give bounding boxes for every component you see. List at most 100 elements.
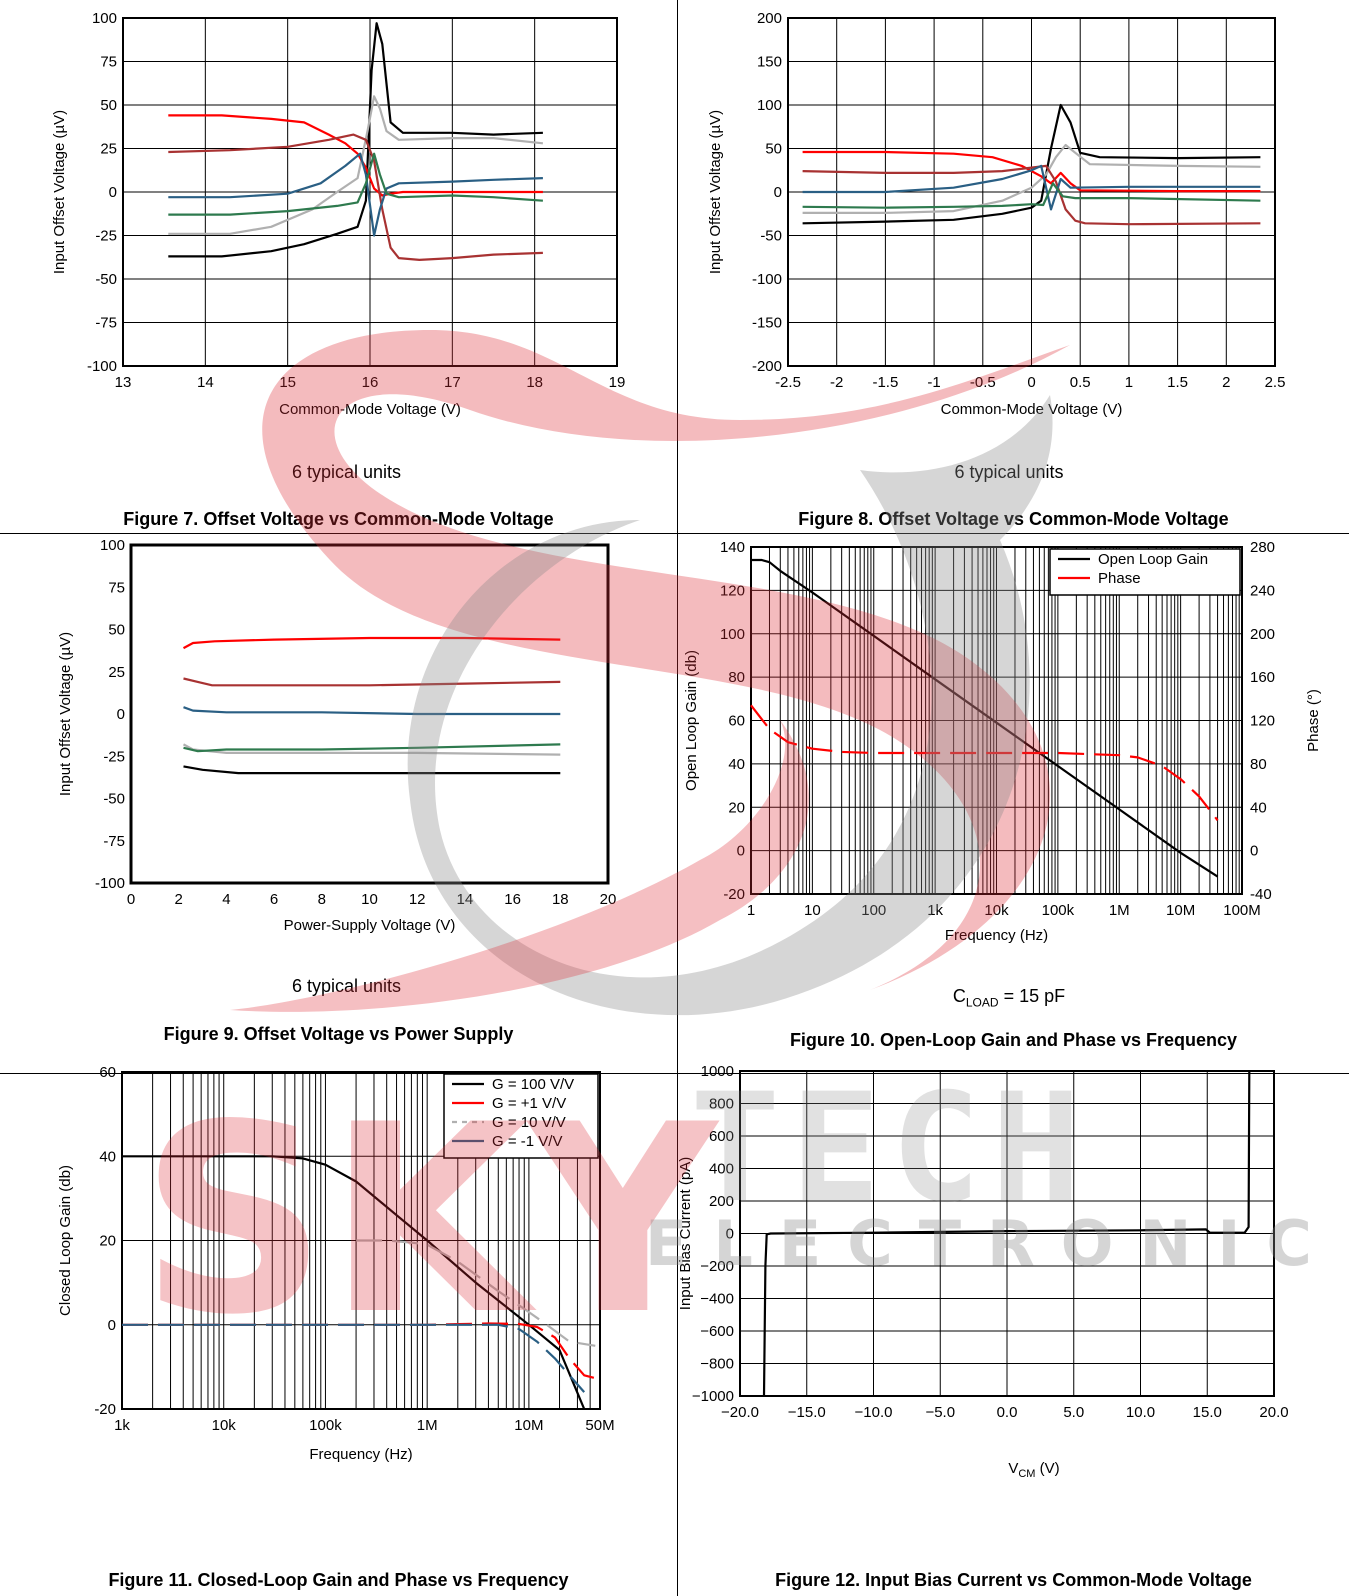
fig9-xtick-label: 18 [552,891,569,908]
fig9-xtick-label: 20 [600,891,617,908]
figure-12-xlabel-suffix: (V) [1035,1460,1060,1477]
fig10-xtick-label: 1 [747,902,755,919]
fig9-xtick-label: 14 [457,891,474,908]
fig8-ytick-label: 0 [774,184,782,201]
fig9-ytick-label: -50 [103,791,125,808]
fig10-ytick-label: 0 [737,843,745,860]
figure-9-note: 6 typical units [291,976,402,996]
figure-10-caption: Figure 10. Open-Loop Gain and Phase vs F… [789,1030,1238,1050]
figure-8-note: 6 typical units [954,462,1064,482]
fig9-series-4 [183,743,561,753]
fig9-ytick-label: 25 [108,664,125,681]
figure-10-note-sub: LOAD [965,995,999,1010]
fig10-legend-label: Open Loop Gain [1098,551,1208,568]
fig11-series-2 [122,1322,601,1381]
figure-7-panel: 13 14 15 16 17 18 19 -100 -75 -50 -25 0 25 50 75 100 Com… [0,0,677,533]
figure-11-panel: 1k 10k 100k 1M 10M 50M -20 0 20 40 60 Frequency (Hz… [0,1064,677,1596]
fig7-ytick-label: 50 [100,97,117,114]
fig10-xtick-label: 100M [1223,902,1261,919]
fig10-series-1 [750,704,1219,821]
figure-12-xlabel-prefix: V [1008,1460,1019,1477]
fig12-plot-frame [739,1070,1275,1397]
fig12-xtick-label: −20.0 [721,1404,759,1421]
fig11-series-1 [356,1239,596,1347]
fig10-y2tick-label: 200 [1250,626,1275,643]
fig8-plot-frame [787,17,1276,367]
fig12-plot-group: −20.0 −15.0 −10.0 −5.0 0.0 5.0 10.0 15.0 20.0 −10… [677,1063,1289,1421]
fig11-ytick-label: 0 [108,1317,116,1334]
fig12-ytick-label: −600 [700,1323,734,1340]
fig12-ytick-label: 400 [709,1161,734,1178]
fig12-ytick-label: −400 [700,1291,734,1308]
fig10-ytick-label: 40 [728,756,745,773]
fig8-ytick-label: -50 [760,228,782,245]
fig12-y-axis-label: Input Bias Current (pA) [677,1157,694,1310]
fig11-plot-frame [121,1071,601,1410]
fig11-xtick-label: 1M [417,1417,438,1434]
fig8-series-1 [802,143,1261,214]
fig10-ytick-label: 60 [728,713,745,730]
fig7-xtick-label: 17 [444,374,461,391]
figure-12-caption: Figure 12. Input Bias Current vs Common-… [775,1570,1252,1590]
fig9-xtick-label: 4 [222,891,230,908]
fig8-xtick-label: 1.5 [1167,374,1188,391]
fig8-ytick-label: -150 [752,315,782,332]
fig11-legend-label: G = 100 V/V [492,1076,574,1093]
fig12-xtick-label: 10.0 [1126,1404,1155,1421]
fig11-series-0 [122,1155,586,1410]
figure-10-note-suffix: = 15 pF [998,986,1066,1006]
fig8-series-4 [802,164,1261,211]
fig8-ytick-label: 200 [757,10,782,27]
figure-12-xlabel: VCM (V) [678,1460,1349,1480]
fig9-xtick-label: 16 [504,891,521,908]
fig7-ytick-label: 100 [92,10,117,27]
figure-7-note: 6 typical units [291,462,402,482]
fig10-xtick-label: 100 [861,902,886,919]
fig10-xtick-label: 10M [1166,902,1195,919]
fig10-y2tick-label: 40 [1250,799,1267,816]
fig11-xtick-label: 10k [212,1417,237,1434]
fig8-series-3 [802,164,1261,226]
fig9-xtick-label: 0 [127,891,135,908]
fig11-ytick-label: -20 [94,1401,116,1418]
fig11-ytick-label: 20 [99,1233,116,1250]
fig11-xtick-label: 1k [114,1417,130,1434]
fig8-xtick-label: 0.5 [1070,374,1091,391]
fig8-xtick-label: 2.5 [1265,374,1286,391]
fig8-xtick-label: -1 [927,374,940,391]
fig11-xtick-label: 10M [514,1417,543,1434]
figure-7-caption: Figure 7. Offset Voltage vs Common-Mode … [123,509,554,529]
fig9-plot-frame [129,543,610,885]
fig8-ytick-label: 50 [765,141,782,158]
fig8-xtick-label: 1 [1125,374,1133,391]
fig10-plot-frame [750,546,1243,895]
fig8-series-2 [802,150,1261,193]
fig12-xtick-label: 20.0 [1259,1404,1288,1421]
fig11-ytick-label: 60 [99,1064,116,1081]
figure-10-panel: 1 10 100 1k 10k 100k 1M 10M 100M -20 0 20 40 60 80 100 1… [678,534,1349,1073]
fig11-series-3 [122,1323,586,1393]
fig10-ytick-label: 100 [720,626,745,643]
fig11-legend-label: G = -1 V/V [492,1133,562,1150]
fig7-ytick-label: -75 [95,315,117,332]
fig10-ytick-label: 80 [728,669,745,686]
figure-8-chart: -2.5 -2 -1.5 -1 -0.5 0 0.5 1 1.5 2 2.5 -200 -150 -100… [707,10,1286,418]
fig10-legend-box [1049,548,1241,596]
figure-11-caption: Figure 11. Closed-Loop Gain and Phase vs… [108,1570,569,1590]
figure-10-chart: 1 10 100 1k 10k 100k 1M 10M 100M -20 0 20 40 60 80 100 1… [683,539,1322,944]
fig7-series-2 [168,114,543,197]
figure-11-chart: 1k 10k 100k 1M 10M 50M -20 0 20 40 60 Frequency (Hz… [57,1064,615,1463]
fig7-ytick-label: 75 [100,54,117,71]
fig12-xtick-label: 0.0 [997,1404,1018,1421]
fig11-xtick-label: 100k [309,1417,342,1434]
fig9-series-1 [183,677,561,687]
fig10-y2tick-label: 160 [1250,669,1275,686]
fig9-ytick-label: -75 [103,833,125,850]
fig12-ytick-label: −1000 [692,1388,734,1405]
fig11-plot-group: 1k 10k 100k 1M 10M 50M -20 0 20 40 60 Frequency (Hz… [57,1064,615,1463]
figure-8-caption: Figure 8. Offset Voltage vs Common-Mode … [798,509,1229,529]
figure-12-chart: −20.0 −15.0 −10.0 −5.0 0.0 5.0 10.0 15.0 20.0 −10… [677,1063,1289,1421]
fig12-xtick-label: −5.0 [925,1404,955,1421]
fig12-ytick-label: 600 [709,1128,734,1145]
fig8-y-axis-label: Input Offset Voltage (µV) [707,110,724,274]
